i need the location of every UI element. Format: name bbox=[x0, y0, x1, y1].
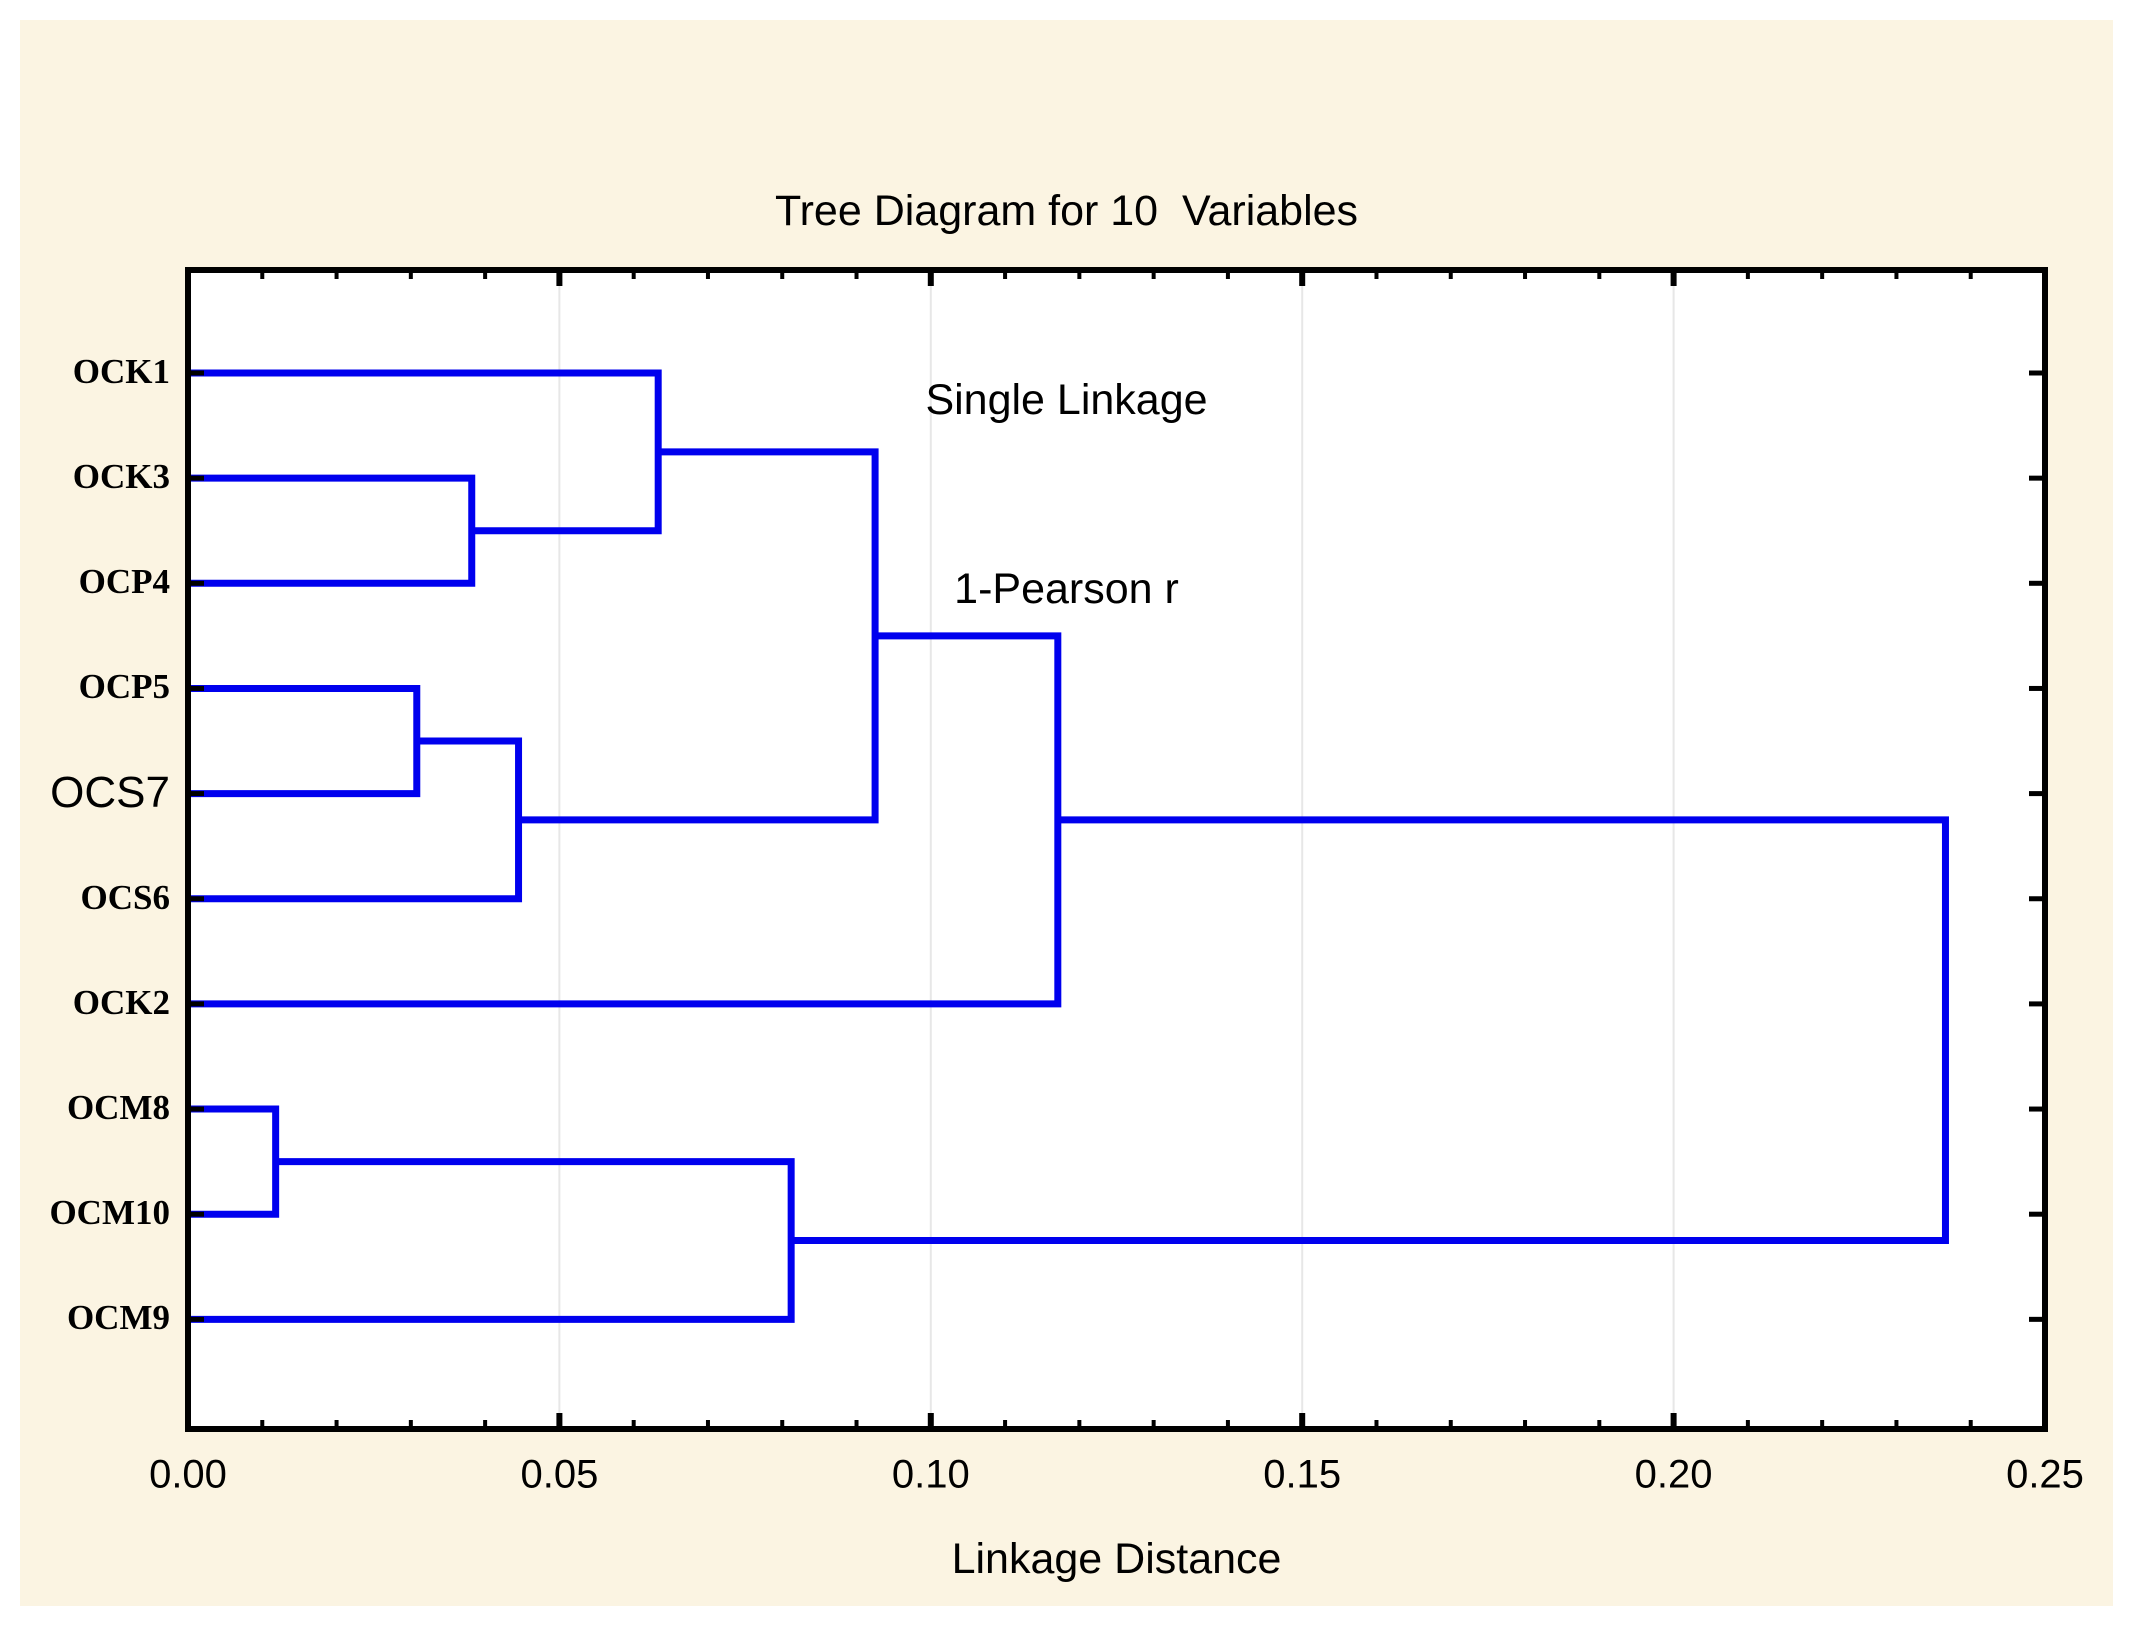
leaf-label-OCK1: OCK1 bbox=[72, 352, 170, 392]
chart-title-block: Tree Diagram for 10 Variables Single Lin… bbox=[0, 54, 2133, 684]
chart-title: Tree Diagram for 10 Variables bbox=[774, 187, 1359, 235]
x-tick-label-0.00: 0.00 bbox=[149, 1452, 227, 1497]
chart-subtitle-method: Single Linkage bbox=[925, 376, 1208, 424]
plot-area bbox=[188, 270, 2045, 1429]
dendrogram-link-m5 bbox=[188, 369, 662, 535]
x-tick-label-0.10: 0.10 bbox=[891, 1452, 970, 1497]
leaf-label-OCM10: OCM10 bbox=[49, 1193, 170, 1233]
leaf-label-OCK3: OCK3 bbox=[72, 457, 170, 497]
x-tick-label-0.25: 0.25 bbox=[2006, 1452, 2084, 1497]
leaf-label-OCP5: OCP5 bbox=[78, 667, 170, 707]
x-tick-label-0.15: 0.15 bbox=[1263, 1452, 1342, 1497]
plot-border bbox=[185, 267, 2048, 1432]
x-axis-title: Linkage Distance bbox=[951, 1535, 1282, 1583]
dendrogram-link-m1 bbox=[188, 1105, 280, 1218]
dendrogram-link-m2 bbox=[188, 684, 421, 798]
leaf-label-OCS7: OCS7 bbox=[50, 767, 170, 817]
dendrogram-link-m9 bbox=[791, 816, 1949, 1244]
leaf-label-OCM8: OCM8 bbox=[66, 1088, 170, 1128]
leaf-label-OCM9: OCM9 bbox=[66, 1298, 170, 1338]
leaf-label-OCK2: OCK2 bbox=[72, 983, 170, 1023]
leaf-label-OCS6: OCS6 bbox=[80, 877, 170, 917]
x-tick-label-0.05: 0.05 bbox=[520, 1452, 599, 1497]
chart-subtitle-metric: 1-Pearson r bbox=[954, 565, 1179, 613]
x-tick-label-0.20: 0.20 bbox=[1634, 1452, 1713, 1497]
leaf-label-OCP4: OCP4 bbox=[78, 562, 170, 602]
